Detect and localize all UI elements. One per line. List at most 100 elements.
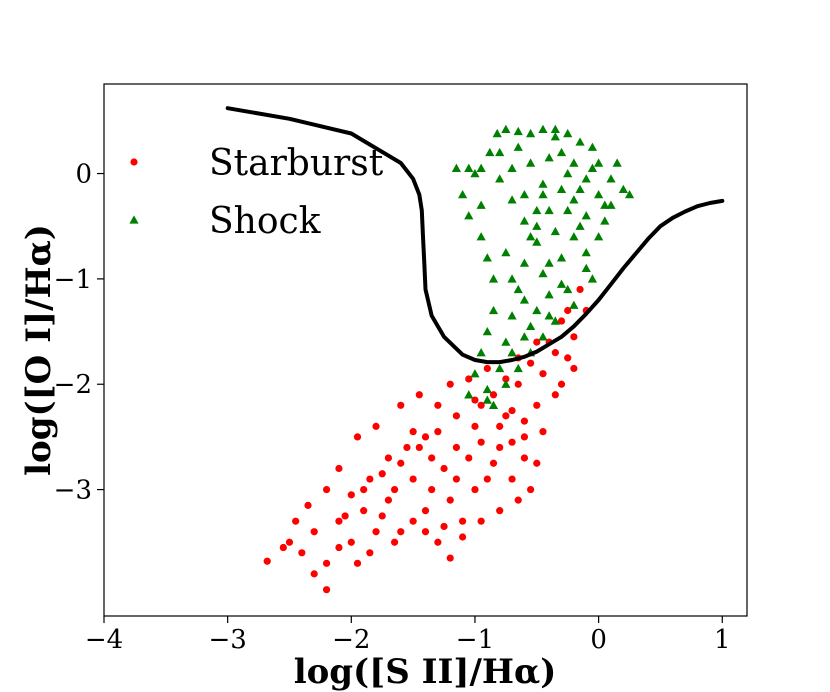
shock-point [513, 126, 523, 136]
shock-point [464, 211, 474, 220]
shock-point [587, 274, 598, 283]
starburst-point [496, 507, 504, 515]
starburst-point [477, 517, 485, 525]
starburst-point [384, 496, 393, 504]
shock-point [492, 128, 502, 138]
shock-point [532, 305, 542, 315]
shock-point [563, 128, 573, 138]
starburst-point [496, 443, 504, 452]
shock-point [470, 168, 480, 178]
starburst-point [279, 543, 287, 552]
starburst-point [496, 422, 504, 430]
x-tick-label: −1 [456, 625, 494, 655]
shock-point [507, 274, 517, 283]
starburst-point [508, 406, 516, 415]
shock-point [519, 190, 530, 199]
demarcation-line [225, 106, 725, 365]
shock-point [606, 174, 616, 183]
starburst-point [347, 491, 355, 499]
starburst-point [533, 459, 541, 467]
shock-point [488, 400, 499, 409]
x-tick-label: −4 [85, 625, 123, 655]
shock-point [519, 332, 530, 341]
shock-point [569, 158, 579, 167]
legend-label-shock: Shock [209, 201, 322, 242]
starburst-point [415, 391, 423, 399]
starburst-point [489, 459, 498, 467]
y-tick-label: −1 [54, 265, 92, 295]
shock-point [550, 226, 560, 236]
shock-point [532, 221, 542, 230]
starburst-point [458, 533, 467, 541]
starburst-point [372, 528, 380, 536]
starburst-point [322, 559, 331, 567]
shock-point [575, 137, 585, 146]
shock-point [482, 384, 492, 394]
starburst-point [434, 538, 442, 546]
starburst-point [520, 433, 529, 441]
starburst-point [378, 470, 386, 478]
starburst-point [421, 528, 430, 536]
shock-point [501, 337, 511, 346]
shock-point [569, 195, 579, 204]
starburst-point [353, 433, 362, 441]
starburst-point [397, 528, 405, 536]
shock-point [507, 311, 517, 320]
starburst-point [421, 507, 430, 515]
starburst-point [557, 317, 566, 325]
shock-point [544, 153, 554, 162]
starburst-point [483, 475, 491, 483]
starburst-point [322, 586, 331, 594]
shock-point [581, 211, 591, 220]
shock-point [485, 147, 495, 157]
starburst-point [446, 380, 454, 388]
x-axis-label: log([S II]/Hα) [294, 652, 557, 692]
shock-point [501, 124, 511, 133]
starburst-point [285, 538, 294, 546]
shock-point [538, 124, 548, 133]
starburst-point [434, 401, 442, 409]
x-tick-label: 1 [714, 625, 731, 655]
starburst-point [514, 380, 522, 388]
starburst-point [446, 496, 454, 504]
shock-point [587, 163, 598, 172]
starburst-point [415, 443, 423, 452]
shock-point [624, 190, 635, 199]
y-tick-label: −2 [54, 370, 92, 400]
starburst-point [335, 464, 343, 473]
x-tick-label: 0 [590, 625, 607, 655]
starburst-point [539, 370, 547, 378]
shock-point [464, 390, 474, 399]
shock-point [488, 274, 499, 283]
shock-point [550, 132, 560, 141]
starburst-point [570, 364, 578, 373]
shock-point [457, 190, 468, 199]
shock-point [476, 232, 486, 241]
shock-point [581, 263, 591, 273]
shock-point [526, 321, 536, 330]
starburst-point [384, 454, 393, 462]
shock-point [563, 168, 573, 178]
starburst-point [347, 538, 355, 546]
starburst-point [520, 454, 529, 462]
starburst-point [366, 549, 374, 557]
starburst-point [452, 412, 461, 420]
starburst-point [576, 285, 584, 294]
y-axis: 0 −1 −2 −3 [54, 160, 104, 506]
shock-point [550, 316, 560, 325]
plot-frame [103, 83, 748, 617]
shock-point [600, 200, 610, 209]
shock-point [519, 216, 530, 225]
shock-point [532, 237, 542, 246]
shock-point [495, 174, 505, 183]
shock-point [575, 184, 585, 194]
shock-point [594, 158, 604, 167]
starburst-point [310, 570, 318, 578]
x-tick-label: −3 [208, 625, 246, 655]
shock-point [556, 147, 567, 157]
starburst-point [458, 517, 467, 525]
shock-point [513, 363, 523, 373]
starburst-series [263, 285, 590, 594]
shock-point [519, 295, 530, 304]
